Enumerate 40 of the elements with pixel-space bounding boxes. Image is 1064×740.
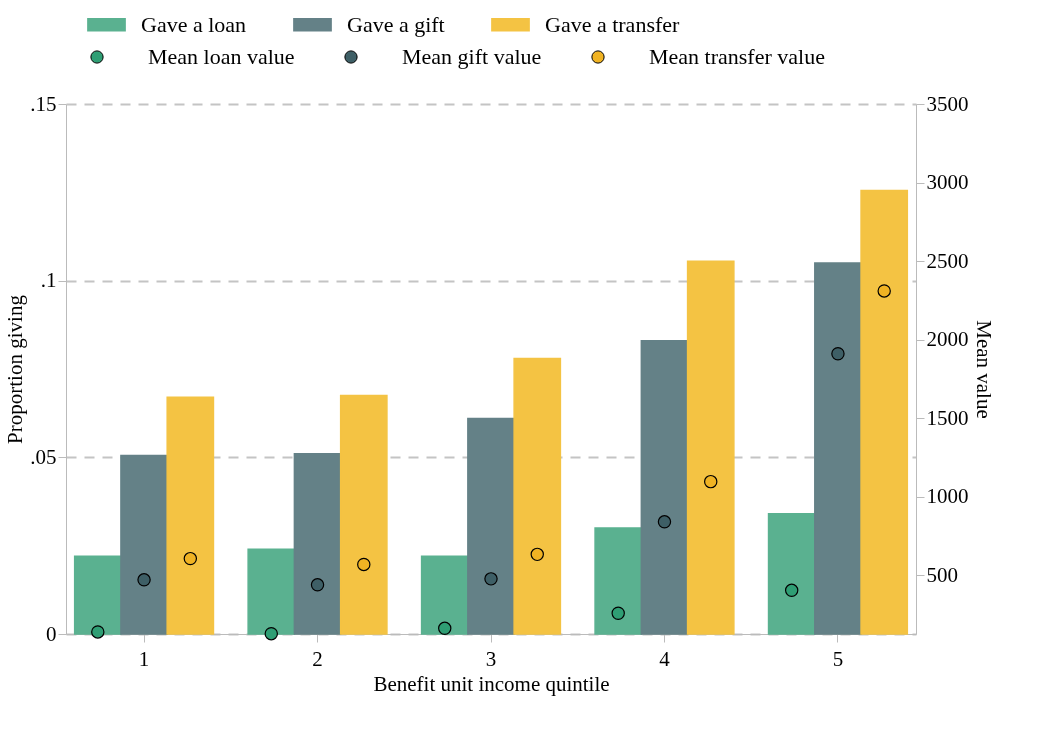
- bar: [293, 453, 342, 635]
- bar: [73, 555, 122, 635]
- y-tick-label: .1: [40, 268, 57, 293]
- bar: [513, 357, 562, 635]
- legend-label: Mean gift value: [402, 44, 542, 69]
- x-tick-label: 3: [485, 646, 497, 671]
- legend-label: Mean loan value: [148, 44, 295, 69]
- y2-tick-label: 3000: [926, 170, 969, 195]
- y-tick-label: .05: [30, 444, 57, 469]
- y-tick-label: .15: [30, 91, 57, 116]
- bar: [247, 548, 296, 635]
- bar: [860, 189, 909, 635]
- legend-label: Gave a gift: [347, 11, 445, 37]
- y2-axis-title: Mean value: [971, 320, 996, 419]
- legend-label: Gave a loan: [141, 11, 247, 37]
- x-tick-label: 5: [832, 646, 844, 671]
- y2-tick-label: 1000: [926, 484, 969, 509]
- bar: [686, 260, 735, 635]
- bar: [767, 513, 816, 635]
- bar: [166, 396, 215, 635]
- y2-tick-label: 1500: [926, 405, 969, 430]
- y2-tick-label: 2500: [926, 248, 969, 273]
- bar: [640, 339, 689, 635]
- y2-tick-label: 500: [926, 562, 958, 587]
- y-tick-label: 0: [46, 621, 57, 646]
- y2-tick-label: 3500: [926, 91, 969, 116]
- bar: [594, 527, 643, 635]
- x-tick-label: 2: [312, 646, 323, 671]
- y-axis-title: Proportion giving: [3, 294, 28, 444]
- y2-tick-label: 2000: [926, 327, 969, 352]
- legend-label: Mean transfer value: [649, 44, 825, 69]
- x-tick-label: 1: [138, 646, 150, 671]
- bar: [814, 262, 862, 635]
- legend-label: Gave a transfer: [545, 11, 681, 37]
- bar: [120, 454, 168, 635]
- bar: [467, 417, 515, 635]
- x-axis-title: Benefit unit income quintile: [373, 671, 610, 696]
- bar: [339, 394, 388, 635]
- bar: [420, 555, 469, 635]
- x-tick-label: 4: [659, 646, 671, 671]
